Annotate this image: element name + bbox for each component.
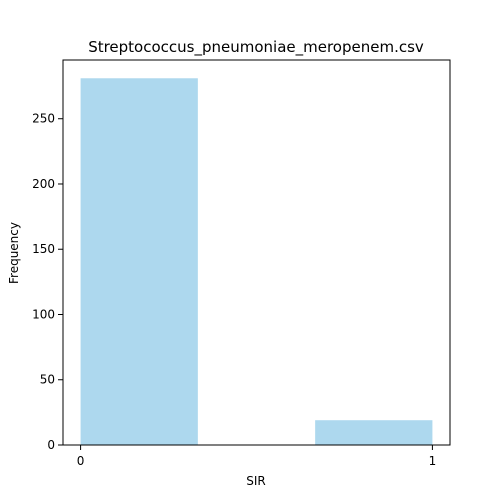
x-tick-label-0: 0: [77, 454, 85, 468]
y-axis-ticks: 0 50 100 150 200 250: [32, 112, 63, 452]
bar-1: [315, 420, 433, 445]
y-tick-label-3: 150: [32, 242, 55, 256]
bars-group: [80, 78, 433, 446]
plot-frame: [62, 59, 451, 446]
x-axis-label: SIR: [246, 474, 266, 488]
y-axis-label: Frequency: [7, 222, 21, 284]
x-tick-label-1: 1: [429, 454, 437, 468]
chart-title: Streptococcus_pneumoniae_meropenem.csv: [88, 38, 424, 57]
bar-0: [80, 78, 198, 446]
y-tick-label-5: 250: [32, 112, 55, 126]
y-tick-label-0: 0: [47, 438, 55, 452]
y-tick-label-4: 200: [32, 177, 55, 191]
y-tick-label-1: 50: [40, 373, 55, 387]
y-tick-label-2: 100: [32, 307, 55, 321]
